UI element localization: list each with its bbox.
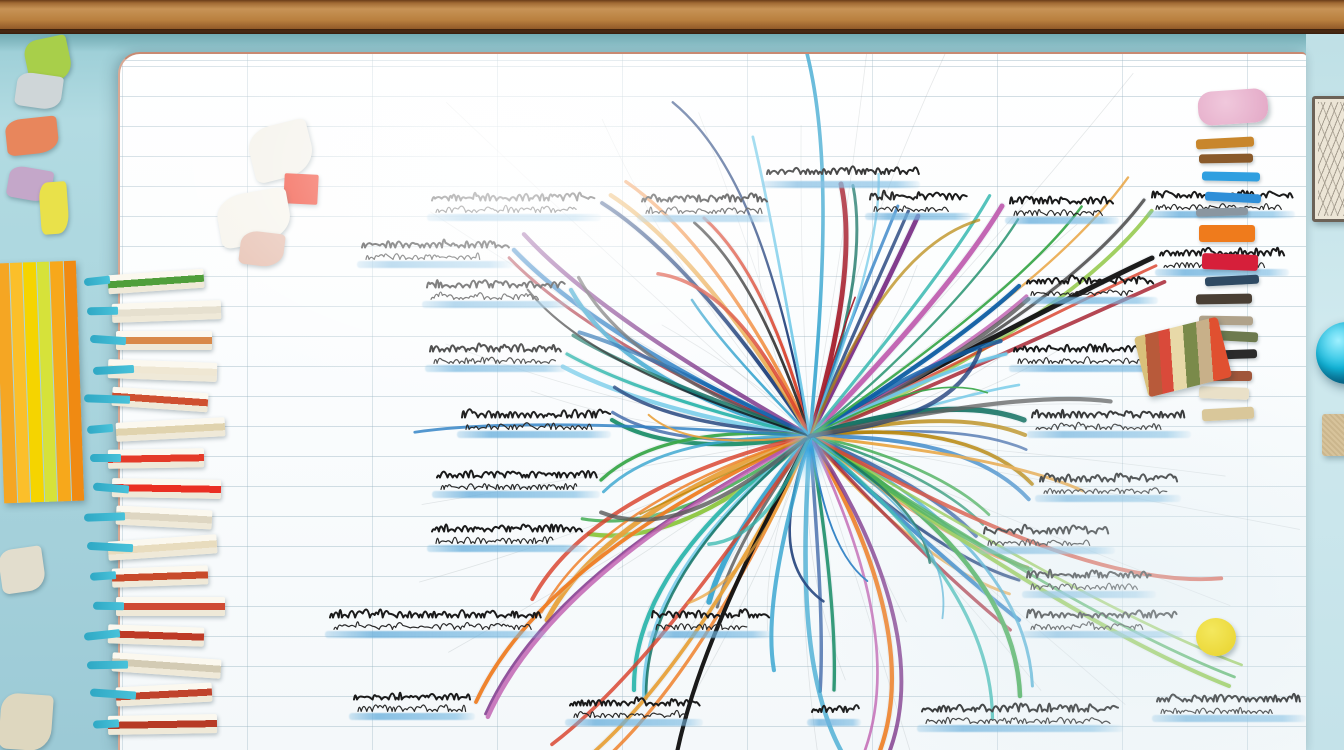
red-paper-arrow (283, 173, 319, 205)
frame-hatching (1318, 102, 1344, 216)
highlighter-underline (647, 631, 771, 638)
mindmap-node-n23[interactable] (647, 606, 771, 638)
yellow-paper-scrap (38, 181, 70, 235)
mindmap-node-n07[interactable] (427, 520, 588, 552)
book-page-tab (92, 718, 120, 729)
highlighter-underline (1022, 631, 1183, 638)
mindmap-node-n20[interactable] (979, 522, 1115, 554)
mindmap-node-n13[interactable] (1005, 192, 1119, 224)
book-page-tab (86, 306, 119, 315)
mindmap-node-n19[interactable] (1035, 470, 1181, 502)
grey-paper-scrap (13, 70, 65, 112)
mindmap-node-n08[interactable] (325, 606, 546, 638)
highlighter-underline (807, 719, 861, 726)
book (107, 713, 218, 735)
marker-or-book (1201, 253, 1259, 271)
book-page-tab (89, 334, 127, 346)
wood-ceiling-trim (0, 0, 1344, 34)
book-page-tab (83, 512, 126, 522)
marker-or-book (1201, 171, 1261, 182)
marker-or-book (1195, 136, 1255, 150)
book-page-tab (83, 275, 111, 287)
highlighter-underline (422, 301, 570, 308)
book-page-tab (92, 601, 125, 610)
mindmap-node-n04[interactable] (425, 340, 566, 372)
mindmap-node-n09[interactable] (349, 688, 475, 720)
book (107, 624, 205, 647)
mindmap-core (784, 408, 836, 492)
mindmap-node-n11[interactable] (762, 156, 920, 188)
marker-or-book (1198, 386, 1250, 400)
mindmap-node-n16[interactable] (1022, 272, 1158, 304)
mindmap-node-n22[interactable] (1022, 606, 1183, 638)
highlighter-underline (917, 725, 1123, 732)
mindmap-node-n27[interactable] (1152, 690, 1306, 722)
book (107, 448, 205, 469)
whiteboard[interactable] (118, 52, 1306, 750)
book (111, 299, 222, 323)
marker-or-book (1201, 406, 1255, 422)
book-page-tab (86, 423, 114, 434)
highlighter-underline (1022, 591, 1156, 598)
highlighter-underline (1027, 431, 1191, 438)
mindmap-node-n21[interactable] (1022, 566, 1156, 598)
pink-eraser (1196, 87, 1270, 127)
book-page-tab (83, 394, 131, 404)
book-page-tab (86, 660, 129, 669)
highlighter-underline (349, 713, 475, 720)
book-page-tab (92, 364, 135, 375)
marker-or-book (1204, 274, 1260, 287)
book (107, 268, 205, 295)
book (111, 565, 209, 588)
marker-or-book (1195, 207, 1249, 217)
highlighter-underline (425, 365, 566, 372)
highlighter-underline (979, 547, 1115, 554)
marker-or-book (1195, 293, 1253, 305)
highlighter-underline (1152, 715, 1306, 722)
highlighter-underline (427, 545, 588, 552)
book (116, 331, 212, 350)
right-marker-shelf (1195, 136, 1266, 432)
highlighter-underline (432, 491, 600, 498)
book (116, 596, 225, 616)
mindmap-node-n24[interactable] (565, 694, 703, 726)
mindmap-node-n26[interactable] (917, 700, 1123, 732)
mindmap-node-n02[interactable] (357, 236, 513, 268)
highlighter-underline (637, 215, 771, 222)
highlighter-underline (1022, 297, 1158, 304)
paper-strip-fan (0, 260, 85, 504)
highlighter-underline (865, 213, 971, 220)
marker-or-book (1199, 225, 1255, 242)
book-page-tab (86, 541, 134, 552)
highlighter-underline (1035, 495, 1181, 502)
mindmap-node-n03[interactable] (422, 276, 570, 308)
mindmap-node-n10[interactable] (637, 190, 771, 222)
highlighter-underline (325, 631, 546, 638)
highlighter-underline (762, 181, 920, 188)
book-page-tab (90, 454, 121, 462)
marker-or-book (1198, 153, 1254, 164)
mindmap-node-n05[interactable] (457, 406, 612, 438)
mindmap-node-n12[interactable] (865, 188, 971, 220)
highlighter-underline (457, 431, 611, 438)
framed-hatch-art (1312, 96, 1344, 222)
highlighter-underline (357, 261, 513, 268)
marker-or-book (1204, 191, 1262, 204)
highlighter-underline (427, 214, 601, 221)
mindmap-node-n01[interactable] (427, 189, 601, 221)
mindmap-node-n25[interactable] (807, 694, 861, 726)
burlap-scrap (0, 692, 54, 750)
left-book-stack (83, 268, 226, 750)
mindmap-node-n06[interactable] (432, 466, 600, 498)
book (115, 416, 226, 442)
highlighter-underline (1005, 217, 1119, 224)
book (115, 505, 213, 530)
cork-tile (1322, 414, 1344, 456)
highlighter-underline (565, 719, 703, 726)
mindmap-node-n18[interactable] (1027, 406, 1191, 438)
